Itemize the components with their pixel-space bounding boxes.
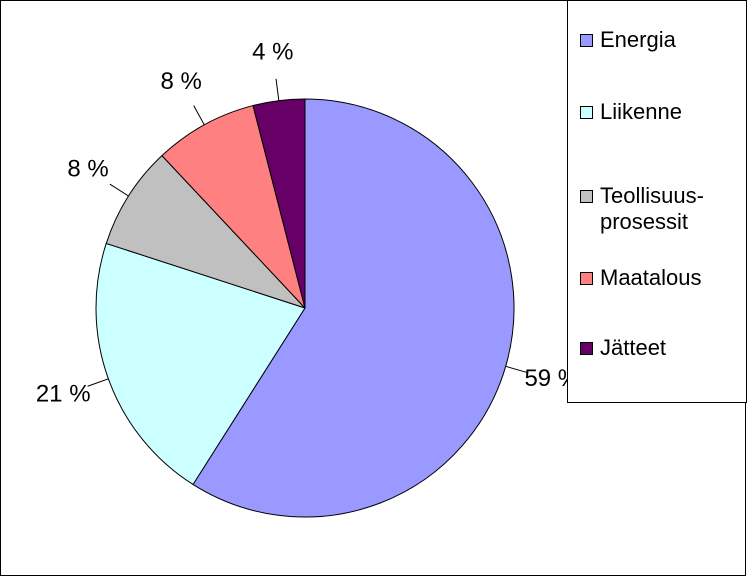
legend-item: Liikenne — [580, 99, 740, 125]
leader-line — [109, 183, 129, 197]
legend-label: Liikenne — [600, 99, 682, 124]
data-label: 8 % — [161, 68, 202, 95]
leader-line — [193, 105, 205, 126]
pie-slice — [95, 242, 306, 486]
legend-label: Maatalous — [600, 265, 702, 290]
pie-slice — [161, 104, 306, 309]
leader-line — [275, 78, 280, 101]
leader-line — [505, 365, 527, 373]
data-label: 21 % — [36, 380, 91, 407]
legend-label: Teollisuus-prosessit — [600, 183, 704, 234]
legend-swatch — [580, 106, 593, 119]
data-label: 8 % — [67, 156, 108, 183]
legend-item: Jätteet — [580, 335, 740, 361]
legend-item: Maatalous — [580, 265, 740, 291]
legend-swatch — [580, 34, 593, 47]
pie-slice — [192, 98, 515, 518]
legend-label: Jätteet — [600, 335, 667, 360]
legend-item: Teollisuus-prosessit — [580, 183, 740, 235]
legend: Energia Liikenne Teollisuus-prosessit Maata… — [567, 0, 747, 403]
legend-swatch — [580, 342, 593, 355]
pie-slice — [105, 154, 306, 309]
legend-label: Energia — [600, 27, 676, 52]
legend-swatch — [580, 272, 593, 285]
pie-slice — [252, 98, 306, 309]
data-label: 4 % — [252, 38, 293, 65]
legend-item: Energia — [580, 27, 740, 53]
legend-swatch — [580, 190, 593, 203]
leader-line — [87, 378, 109, 387]
